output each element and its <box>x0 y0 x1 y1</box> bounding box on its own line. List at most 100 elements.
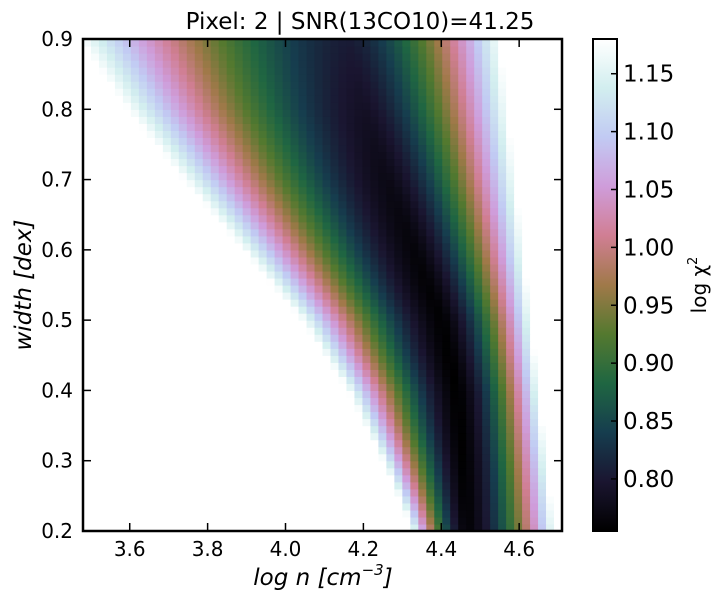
x-tick-label: 4.6 <box>503 537 535 561</box>
heatmap-cell <box>402 313 411 321</box>
heatmap-cell <box>474 109 483 117</box>
heatmap-cell <box>90 404 100 413</box>
heatmap-cell <box>218 320 228 328</box>
heatmap-cell <box>250 362 260 370</box>
heatmap-cell <box>498 425 507 434</box>
heatmap-cell <box>402 516 411 525</box>
heatmap-cell <box>506 200 515 209</box>
heatmap-cell <box>514 320 523 328</box>
heatmap-cell <box>178 334 188 342</box>
heatmap-cell <box>202 383 212 392</box>
heatmap-cell <box>218 95 228 103</box>
heatmap-cell <box>394 446 403 455</box>
heatmap-cell <box>346 376 356 384</box>
heatmap-cell <box>498 390 507 399</box>
heatmap-cell <box>114 60 124 68</box>
heatmap-cell <box>178 348 188 356</box>
heatmap-cell <box>426 299 435 307</box>
heatmap-cell <box>474 249 483 258</box>
heatmap-cell <box>530 88 539 96</box>
heatmap-cell <box>346 221 356 230</box>
heatmap-cell <box>394 151 403 160</box>
heatmap-cell <box>98 341 108 349</box>
heatmap-cell <box>242 355 252 363</box>
heatmap-cell <box>458 130 467 138</box>
heatmap-cell <box>442 228 451 237</box>
heatmap-cell <box>298 355 308 363</box>
heatmap-cell <box>210 446 220 455</box>
heatmap-cell <box>490 242 499 251</box>
heatmap-cell <box>354 453 364 462</box>
heatmap-cell <box>146 474 156 483</box>
heatmap-cell <box>538 376 547 384</box>
heatmap-cell <box>450 256 459 265</box>
heatmap-cell <box>554 334 563 342</box>
heatmap-cell <box>370 221 379 230</box>
heatmap-cell <box>426 74 435 82</box>
heatmap-cell <box>298 509 308 518</box>
heatmap-cell <box>282 256 292 265</box>
heatmap-cell <box>322 109 332 117</box>
heatmap-cell <box>122 404 132 413</box>
heatmap-cell <box>554 214 563 223</box>
heatmap-cell <box>322 327 332 335</box>
heatmap-cell <box>306 446 316 455</box>
heatmap-cell <box>322 95 332 103</box>
heatmap-cell <box>442 116 451 124</box>
heatmap-cell <box>370 172 379 181</box>
heatmap-cell <box>290 67 300 75</box>
heatmap-cell <box>130 144 140 153</box>
heatmap-cell <box>426 102 435 110</box>
heatmap-cell <box>122 207 132 216</box>
heatmap-cell <box>146 411 156 420</box>
heatmap-cell <box>122 186 132 195</box>
heatmap-cell <box>322 502 332 511</box>
heatmap-cell <box>546 348 555 356</box>
heatmap-cell <box>138 467 148 476</box>
heatmap-cell <box>290 242 300 251</box>
heatmap-cell <box>234 418 244 427</box>
heatmap-cell <box>378 74 387 82</box>
heatmap-cell <box>146 270 156 279</box>
heatmap-cell <box>138 348 148 356</box>
heatmap-cell <box>298 137 308 146</box>
heatmap-cell <box>274 327 284 335</box>
heatmap-cell <box>458 179 467 188</box>
heatmap-cell <box>298 228 308 237</box>
heatmap-cell <box>362 495 371 504</box>
heatmap-cell <box>434 446 443 455</box>
heatmap-cell <box>498 137 507 146</box>
heatmap-cell <box>482 207 491 216</box>
heatmap-cell <box>394 214 403 223</box>
heatmap-cell <box>394 355 403 363</box>
heatmap-cell <box>466 418 475 427</box>
heatmap-cell <box>178 411 188 420</box>
heatmap-cell <box>554 327 563 335</box>
heatmap-cell <box>250 474 260 483</box>
heatmap-cell <box>170 277 180 286</box>
heatmap-cell <box>258 292 268 300</box>
heatmap-cell <box>554 348 563 356</box>
heatmap-cell <box>498 207 507 216</box>
heatmap-cell <box>322 200 332 209</box>
heatmap-cell <box>506 60 515 68</box>
heatmap-cell <box>90 362 100 370</box>
heatmap-cell <box>282 39 292 47</box>
heatmap-cell <box>538 221 547 230</box>
heatmap-cell <box>522 158 531 167</box>
heatmap-cell <box>258 306 268 314</box>
heatmap-cell <box>314 355 324 363</box>
heatmap-cell <box>266 495 276 504</box>
heatmap-cell <box>394 46 403 54</box>
heatmap-cell <box>138 516 148 525</box>
heatmap-cell <box>170 355 180 363</box>
heatmap-cell <box>346 186 356 195</box>
heatmap-cell <box>234 46 244 54</box>
heatmap-cell <box>170 67 180 75</box>
heatmap-cell <box>194 411 204 420</box>
heatmap-cell <box>306 172 316 181</box>
heatmap-cell <box>490 95 499 103</box>
heatmap-cell <box>330 46 340 54</box>
heatmap-cell <box>178 81 188 89</box>
heatmap-cell <box>346 242 356 251</box>
